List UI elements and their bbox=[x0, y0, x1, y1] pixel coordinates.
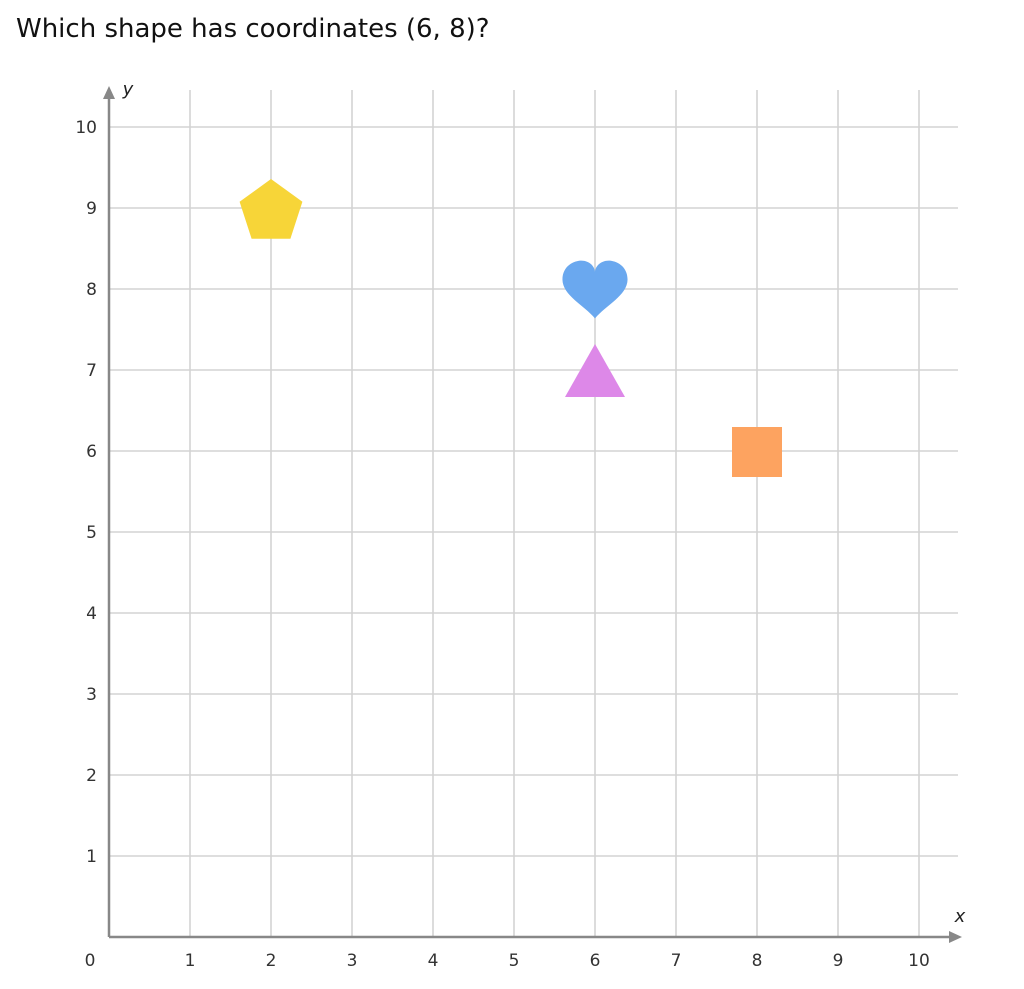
y-tick-label: 2 bbox=[86, 766, 97, 786]
y-tick-label: 1 bbox=[86, 847, 97, 867]
x-tick-label: 2 bbox=[266, 951, 277, 971]
axes: xy bbox=[103, 79, 966, 943]
square-shape bbox=[732, 427, 782, 477]
triangle-shape bbox=[565, 344, 625, 397]
y-tick-label: 3 bbox=[86, 685, 97, 705]
shape-markers bbox=[239, 179, 782, 477]
y-tick-label: 4 bbox=[86, 604, 97, 624]
y-tick-label: 10 bbox=[75, 118, 97, 138]
y-axis-arrow bbox=[103, 86, 115, 99]
x-tick-label: 9 bbox=[833, 951, 844, 971]
x-tick-label: 5 bbox=[509, 951, 520, 971]
x-tick-label: 10 bbox=[908, 951, 930, 971]
x-tick-label: 8 bbox=[752, 951, 763, 971]
y-tick-label: 5 bbox=[86, 523, 97, 543]
grid-lines bbox=[109, 90, 958, 937]
x-axis-arrow bbox=[949, 931, 962, 943]
tick-labels: 0 1 2 3 4 5 6 7 8 9 10 1 2 3 4 5 6 7 8 9 10 bbox=[75, 118, 929, 971]
x-tick-label: 6 bbox=[590, 951, 601, 971]
x-tick-label: 4 bbox=[428, 951, 439, 971]
x-axis-label: x bbox=[954, 906, 966, 927]
x-tick-label: 0 bbox=[85, 951, 96, 971]
y-axis-label: y bbox=[122, 79, 134, 100]
y-tick-label: 7 bbox=[86, 361, 97, 381]
heart-shape bbox=[562, 260, 628, 319]
x-tick-label: 7 bbox=[671, 951, 682, 971]
y-tick-label: 6 bbox=[86, 442, 97, 462]
x-tick-label: 1 bbox=[185, 951, 196, 971]
x-tick-label: 3 bbox=[347, 951, 358, 971]
y-tick-label: 8 bbox=[86, 280, 97, 300]
question-text: Which shape has coordinates (6, 8)? bbox=[16, 14, 490, 44]
pentagon-shape bbox=[239, 179, 303, 239]
y-tick-label: 9 bbox=[86, 199, 97, 219]
